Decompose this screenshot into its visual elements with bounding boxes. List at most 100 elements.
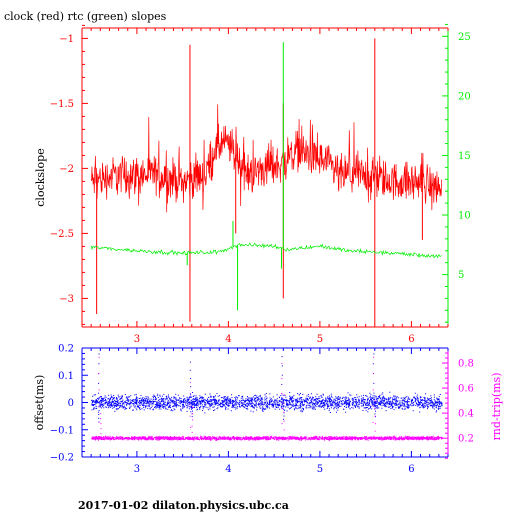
rtc-line [90,242,442,259]
rndtrip-outlier [191,438,193,440]
rndtrip-outlier [100,428,102,430]
y2-tick-label: 0.8 [458,359,474,370]
rndtrip-outlier [98,373,100,375]
rndtrip-outlier [372,373,374,375]
x-tick-label: 6 [408,334,414,345]
chart-title: clock (red) rtc (green) slopes [4,10,167,23]
y-tick-label: −0.2 [50,453,74,464]
offset-outlier [98,392,100,394]
offset-outlier [281,356,283,358]
rndtrip-points [91,435,443,441]
offset-outlier [98,363,100,365]
x-tick-label: 5 [317,334,323,345]
x-tick-label: 3 [134,464,140,475]
rndtrip-outlier [374,423,376,425]
rndtrip-outlier [374,408,376,410]
offset-outlier [374,410,376,412]
clock-line [90,104,442,213]
rndtrip-outlier [191,406,193,408]
rndtrip-outlier [192,419,194,421]
rndtrip-outlier [373,356,375,358]
offset-outlier [98,353,100,355]
rndtrip-outlier [281,438,283,440]
rndtrip-outlier [283,403,285,405]
rndtrip-outlier [281,423,283,425]
y-tick-label: −1 [59,34,74,45]
offset-outlier [373,353,375,355]
slope-series-group [90,38,442,325]
rndtrip-outlier [283,420,285,422]
offset-outlier [281,402,283,404]
rndtrip-outlier [100,433,102,435]
rndtrip-outlier [191,431,193,433]
offset-outlier [98,402,100,404]
rndtrip-outlier [373,438,375,440]
offset-outlier [98,382,100,384]
offset-outlier [373,382,375,384]
y-tick-label: 0 [68,398,74,409]
y2-tick-label: 5 [458,270,464,281]
rndtrip-outlier [281,408,283,410]
rndtrip-outlier [189,393,191,395]
rndtrip-outlier [189,381,191,383]
rndtrip-outlier [374,400,376,402]
offset-outlier [283,405,285,407]
x-tick-label: 4 [225,464,231,475]
offset-outlier [372,363,374,365]
rndtrip-outlier [98,389,100,391]
y-tick-label: −1.5 [50,99,74,110]
footer-caption: 2017-01-02 dilaton.physics.ubc.ca [78,499,289,512]
y-tick-label: 0.2 [58,344,74,355]
offset-points [91,391,443,414]
x-tick-label: 6 [408,464,414,475]
y2-tick-label: 15 [458,151,471,162]
offset-outlier [283,402,285,404]
rndtrip-outlier [192,413,194,415]
rndtrip-axis-label: rnd-trip(ms) [490,373,503,441]
offset-outlier [98,410,100,412]
rndtrip-outlier [190,426,192,428]
rndtrip-outlier [100,423,102,425]
rndtrip-outlier [374,438,376,440]
rndtrip-outlier [98,356,100,358]
y2-tick-label: 20 [458,91,471,102]
rndtrip-outlier [283,411,285,413]
rndtrip-outlier [98,438,100,440]
rndtrip-outlier [374,430,376,432]
offset-outlier [374,413,376,415]
x-tick-label: 4 [225,334,231,345]
offset-outlier [283,409,285,411]
offset-outlier [281,365,283,367]
offset-outlier [281,383,283,385]
offset-outlier [98,406,100,408]
offset-series-group [91,353,443,441]
y-tick-label: −2.5 [50,229,74,240]
offset-outlier [191,405,193,407]
offset-panel: 3 4 5 6 0.2 0.1 0 −0.1 −0.2 0.2 0.4 0.6 0.8 offset(ms… [33,344,503,476]
rndtrip-outlier [98,405,100,407]
y-tick-label: 0.1 [58,371,74,382]
offset-axis-label: offset(ms) [33,375,46,431]
rndtrip-outlier [372,389,374,391]
offset-outlier [374,405,376,407]
offset-outlier [98,413,100,415]
offset-outlier [373,392,375,394]
offset-outlier [191,410,193,412]
y2-tick-label: 0.4 [458,409,474,420]
offset-outlier [189,369,191,371]
rndtrip-outlier [372,421,374,423]
rndtrip-outlier [374,415,376,417]
rndtrip-outlier [283,429,285,431]
rndtrip-outlier [191,425,193,427]
y2-tick-label: 0.2 [458,434,474,445]
offset-outlier [191,407,193,409]
rndtrip-outlier [189,415,191,417]
rndtrip-outlier [283,438,285,440]
offset-outlier [189,361,191,363]
y-tick-label: −3 [59,294,74,305]
x-tick-label: 5 [317,464,323,475]
offset-outlier [191,413,193,415]
offset-outlier [374,402,376,404]
